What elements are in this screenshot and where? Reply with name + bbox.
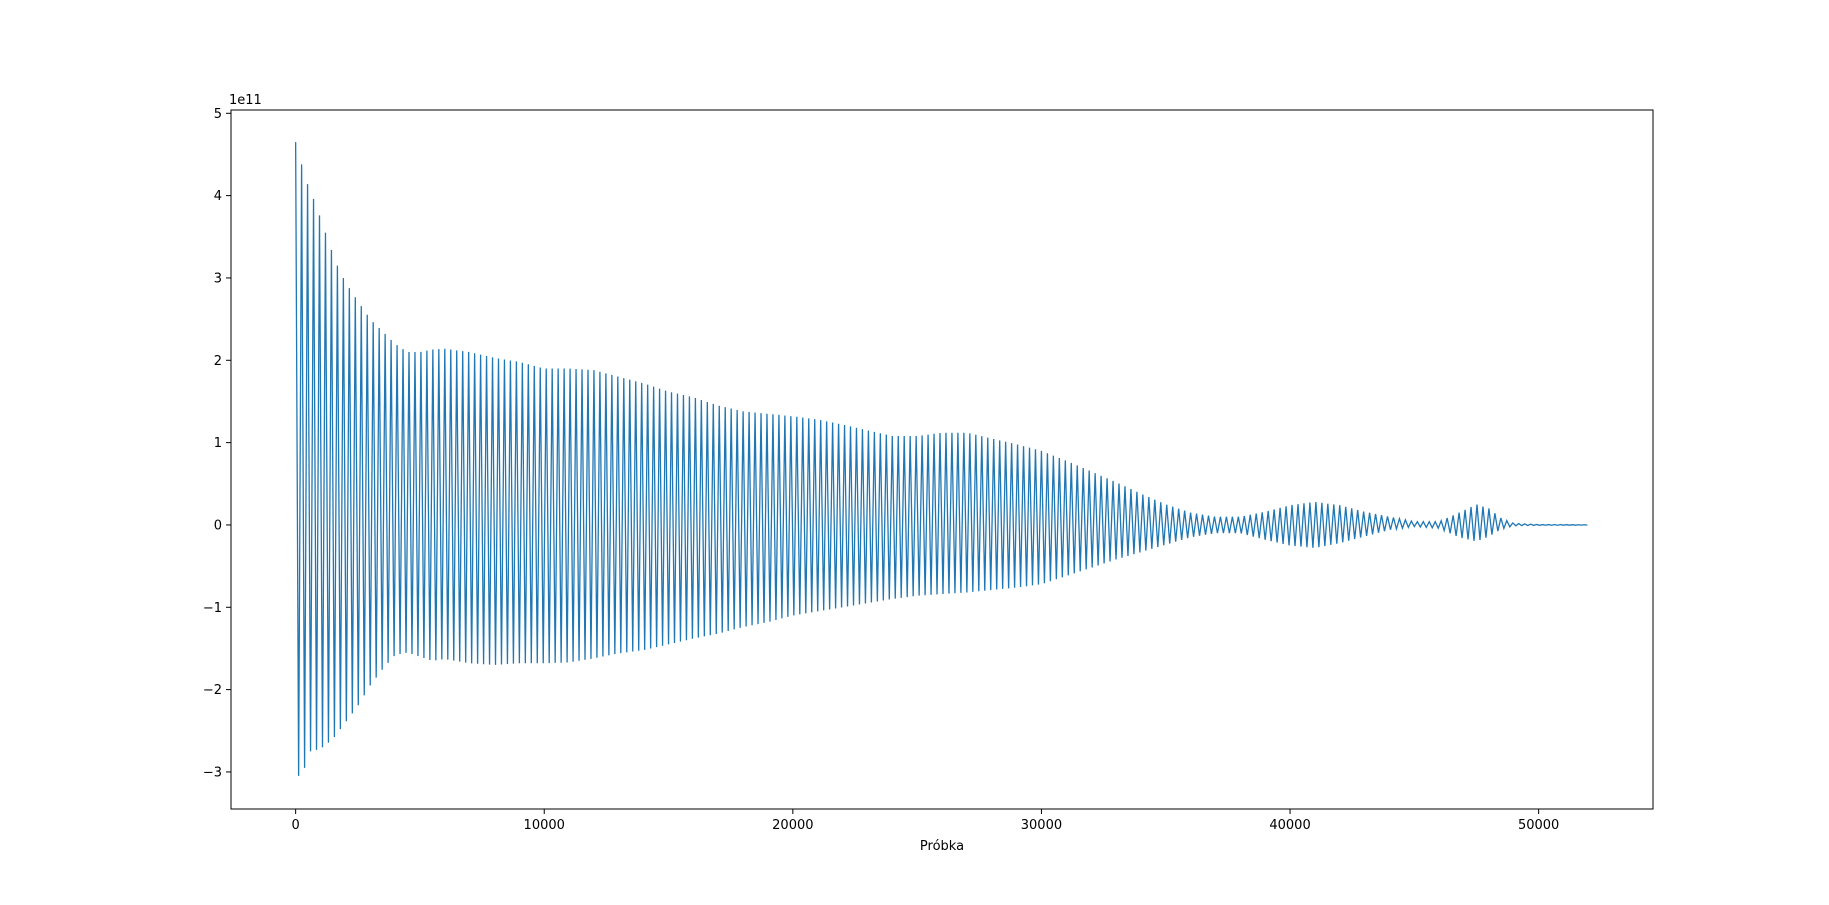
y-tick-label: 0 <box>214 518 222 533</box>
axis-ticks: 0 10000 20000 30000 40000 50000 −3 −2 −1 0 1 2 3 4 5 <box>203 107 1559 833</box>
y-tick-label: 2 <box>214 354 222 369</box>
y-tick-label: 4 <box>214 189 222 204</box>
x-tick-label: 20000 <box>772 818 813 833</box>
y-tick-label: 5 <box>214 107 222 122</box>
axes-frame <box>230 109 1654 810</box>
x-tick-label: 50000 <box>1518 818 1559 833</box>
y-tick-label: −1 <box>203 601 222 616</box>
x-tick-label: 10000 <box>524 818 565 833</box>
series-line-0 <box>294 142 1588 776</box>
y-tick-label: −2 <box>203 683 222 698</box>
y-tick-label: 1 <box>214 436 222 451</box>
x-axis-label: Próbka <box>920 839 964 854</box>
y-tick-label: −3 <box>203 765 222 780</box>
y-tick-label: 3 <box>214 271 222 286</box>
x-tick-label: 40000 <box>1269 818 1310 833</box>
x-tick-label: 0 <box>291 818 299 833</box>
plot-area <box>294 142 1588 776</box>
x-tick-label: 30000 <box>1021 818 1062 833</box>
y-axis-offset-label: 1e11 <box>229 93 262 108</box>
